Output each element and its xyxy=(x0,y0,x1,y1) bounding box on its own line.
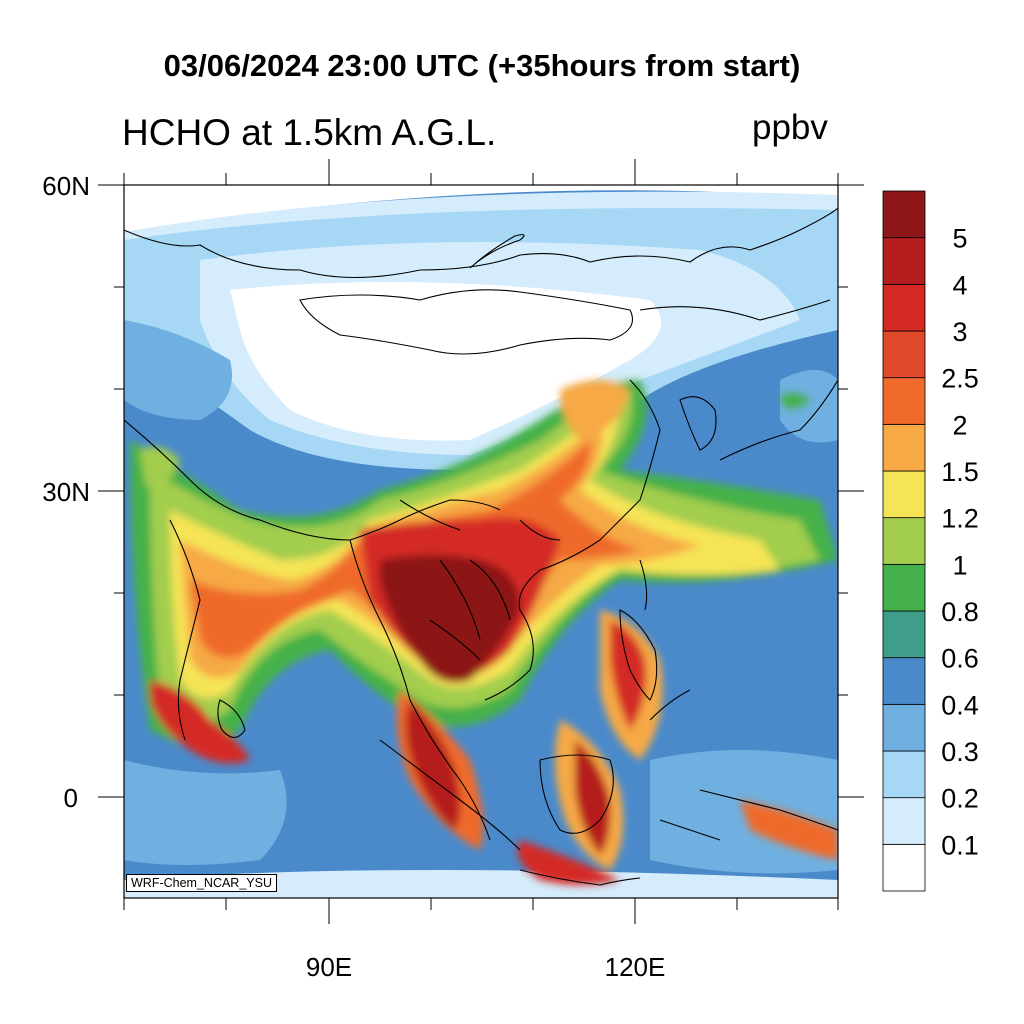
colorbar-label: 5 xyxy=(952,224,967,254)
colorbar-label: 3 xyxy=(952,317,967,347)
colorbar-label: 0.1 xyxy=(941,830,979,860)
units-label: ppbv xyxy=(752,108,828,147)
map-frame xyxy=(123,184,839,899)
colorbar-box xyxy=(882,797,926,845)
lon-label-90e: 90E xyxy=(306,952,352,982)
colorbar-label: 1.5 xyxy=(941,457,979,487)
colorbar-label: 2 xyxy=(952,410,967,440)
lat-label-60n: 60N xyxy=(42,171,90,201)
colorbar-box xyxy=(882,283,926,332)
colorbar-labels: 0.1 0.2 0.3 0.4 0.6 0.8 1 1.2 1.5 2 2.5 3 4 5 xyxy=(941,224,979,861)
colorbar-label: 1.2 xyxy=(941,504,979,534)
colorbar-label: 0.3 xyxy=(941,737,979,767)
colorbar-box xyxy=(882,657,926,705)
colorbar-box xyxy=(882,377,926,425)
colorbar-box xyxy=(882,610,926,659)
colorbar-label: 4 xyxy=(952,270,967,300)
lon-label-120e: 120E xyxy=(605,952,666,982)
colorbar-box xyxy=(882,517,926,565)
colorbar-label: 0.2 xyxy=(941,784,979,814)
colorbar-box xyxy=(882,470,926,519)
map-title: 03/06/2024 23:00 UTC (+35hours from star… xyxy=(163,48,801,83)
lat-label-30n: 30N xyxy=(42,477,90,507)
colorbar-boxes xyxy=(882,190,926,892)
colorbar-box xyxy=(882,750,926,799)
colorbar-box xyxy=(882,563,926,612)
colorbar-label: 0.8 xyxy=(941,597,979,627)
colorbar-box xyxy=(882,703,926,752)
colorbar-label: 0.4 xyxy=(941,690,979,720)
coastlines xyxy=(124,207,838,886)
variable-subtitle: HCHO at 1.5km A.G.L. xyxy=(122,112,497,153)
colorbar-box xyxy=(882,237,926,285)
colorbar-box xyxy=(882,330,926,379)
colorbar-box xyxy=(882,423,926,472)
axis-ticks xyxy=(98,159,864,924)
model-watermark: WRF-Chem_NCAR_YSU xyxy=(126,874,277,892)
colorbar-label: 2.5 xyxy=(941,364,979,394)
colorbar-box xyxy=(882,843,926,892)
colorbar-label: 1 xyxy=(952,550,967,580)
colorbar-label: 0.6 xyxy=(941,644,979,674)
lat-label-0: 0 xyxy=(64,783,78,813)
concentration-field xyxy=(124,185,838,898)
colorbar-box xyxy=(882,190,926,239)
